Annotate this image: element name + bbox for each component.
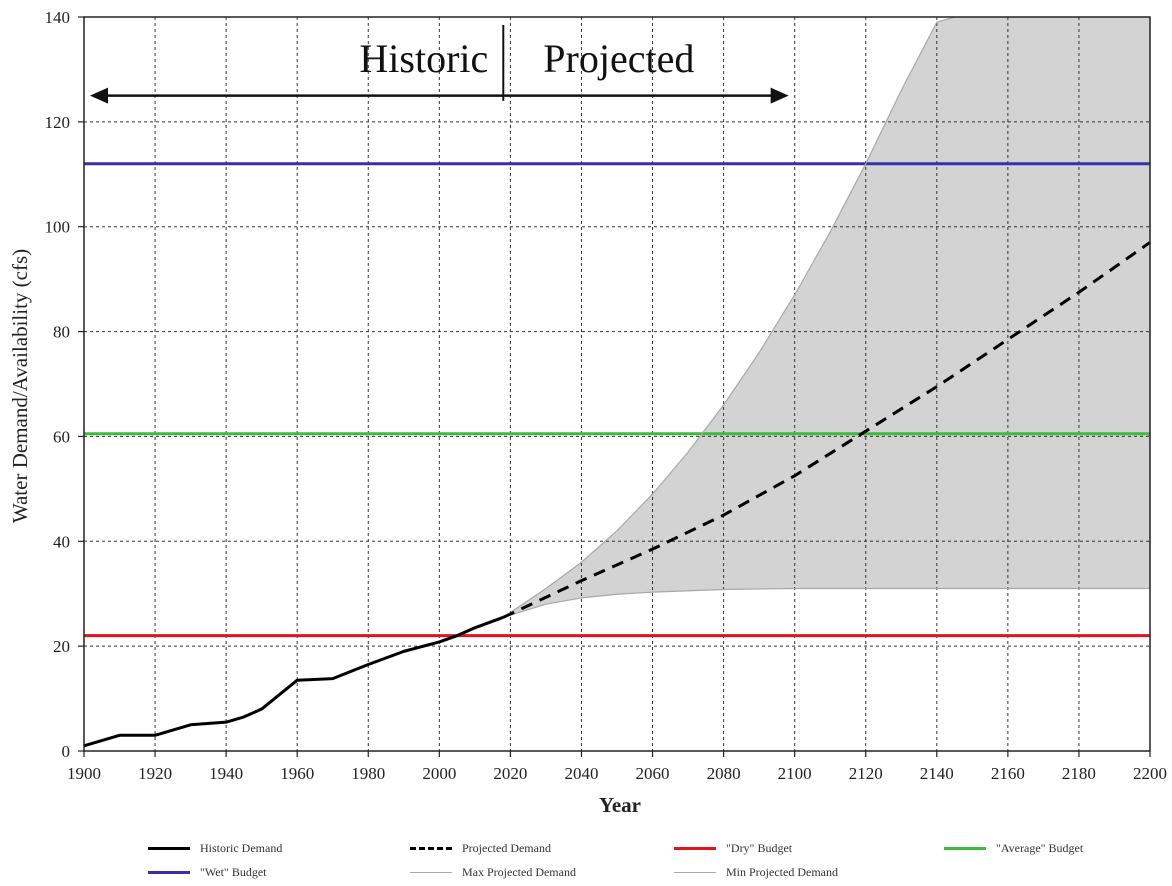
x-tick-label: 2200 [1133, 764, 1167, 783]
x-tick-label: 1900 [67, 764, 101, 783]
legend-label: "Average" Budget [996, 840, 1084, 855]
x-tick-label: 2100 [778, 764, 812, 783]
y-tick-label: 80 [53, 323, 70, 342]
legend-label: Max Projected Demand [462, 864, 576, 879]
projection-range-band-layer [503, 17, 1150, 618]
x-tick-label: 2040 [564, 764, 598, 783]
x-tick-label: 2000 [422, 764, 456, 783]
projection-range-band [503, 17, 1150, 618]
legend-label: "Dry" Budget [726, 840, 793, 855]
y-tick-label: 0 [62, 742, 71, 761]
y-tick-label: 140 [45, 8, 71, 27]
legend-label: Projected Demand [462, 840, 551, 855]
x-tick-label: 1940 [209, 764, 243, 783]
series-projected-demand [502, 241, 1151, 619]
x-tick-label: 2060 [636, 764, 670, 783]
range-arrow-right-head [770, 87, 789, 104]
legend-swatch-projected-demand [410, 846, 452, 850]
y-tick-label: 40 [53, 532, 70, 551]
legend-label: Historic Demand [200, 840, 283, 855]
x-tick-label: 1920 [138, 764, 172, 783]
legend-swatch-dry-budget [674, 846, 716, 850]
y-tick-label: 60 [53, 427, 70, 446]
legend-swatch-average-budget [944, 846, 986, 850]
x-tick-label: 2140 [920, 764, 954, 783]
legend-item-max-projected-demand: Max Projected Demand [410, 862, 576, 882]
legend-label: "Wet" Budget [200, 864, 267, 879]
x-tick-label: 2160 [991, 764, 1025, 783]
x-tick-label: 2080 [707, 764, 741, 783]
series-max-projected-demand [502, 16, 955, 618]
axes: 1900 1920 1940 1960 1980 2000 2020 2040 2060 2080… [45, 8, 1168, 783]
y-tick-label: 20 [53, 637, 70, 656]
legend-item-min-projected-demand: Min Projected Demand [674, 862, 838, 882]
legend-swatch-max-projected-demand [410, 871, 452, 873]
series-layer [83, 16, 1151, 748]
historic-label: Historic [359, 36, 488, 81]
y-tick-label: 100 [45, 218, 71, 237]
x-tick-label: 2120 [849, 764, 883, 783]
legend-item-wet-budget: "Wet" Budget [148, 862, 267, 882]
legend-swatch-min-projected-demand [674, 871, 716, 873]
x-axis-title: Year [599, 793, 641, 817]
series-historic-demand [83, 615, 504, 748]
plot-frame [83, 16, 1151, 752]
series-min-projected-demand [503, 587, 1150, 618]
legend-item-dry-budget: "Dry" Budget [674, 838, 792, 858]
x-tick-label: 1980 [351, 764, 385, 783]
gridlines [84, 17, 1150, 751]
water-demand-chart: 1900 1920 1940 1960 1980 2000 2020 2040 2060 2080… [8, 8, 1168, 817]
chart-legend: Historic Demand Projected Demand "Dry" B… [0, 828, 1172, 886]
x-tick-label: 1960 [280, 764, 314, 783]
legend-label: Min Projected Demand [726, 864, 838, 879]
y-tick-label: 120 [45, 113, 71, 132]
legend-swatch-wet-budget [148, 870, 190, 874]
annotations: Historic Projected [90, 25, 789, 104]
legend-item-historic-demand: Historic Demand [148, 838, 282, 858]
legend-swatch-historic-demand [148, 846, 190, 850]
range-arrow-left-head [90, 87, 108, 104]
legend-item-average-budget: "Average" Budget [944, 838, 1083, 858]
y-axis-title: Water Demand/Availability (cfs) [8, 249, 32, 523]
projected-label: Projected [543, 36, 694, 81]
x-tick-label: 2020 [493, 764, 527, 783]
legend-item-projected-demand: Projected Demand [410, 838, 551, 858]
x-tick-label: 2180 [1062, 764, 1096, 783]
